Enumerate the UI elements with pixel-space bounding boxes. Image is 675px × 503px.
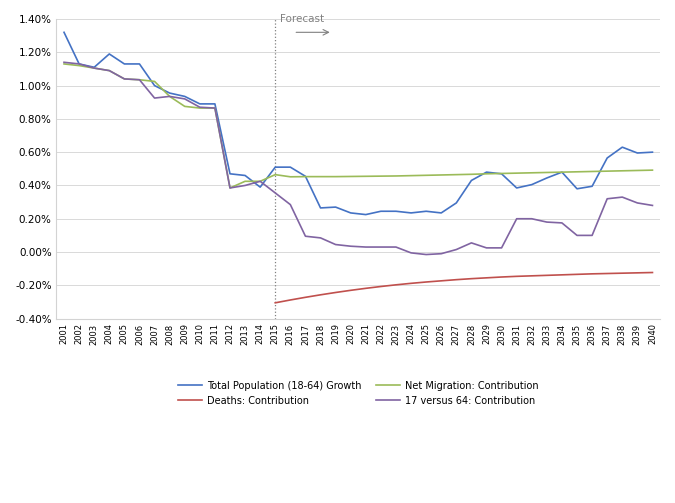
Legend: Total Population (18-64) Growth, Deaths: Contribution, Net Migration: Contributi: Total Population (18-64) Growth, Deaths:… xyxy=(174,377,543,409)
Text: Forecast: Forecast xyxy=(279,14,324,24)
